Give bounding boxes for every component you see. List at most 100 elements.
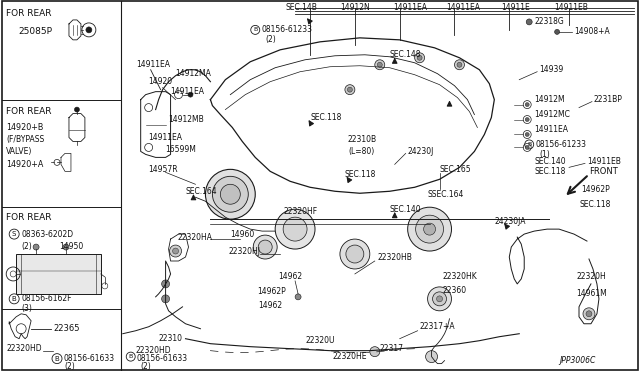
Text: 22317: 22317 (380, 344, 404, 353)
Circle shape (525, 132, 529, 137)
Circle shape (86, 27, 92, 33)
Text: 14962: 14962 (258, 301, 282, 310)
Text: 14911EA: 14911EA (136, 60, 170, 69)
Text: 2231BP: 2231BP (594, 95, 623, 104)
Circle shape (415, 215, 444, 243)
Text: 14962: 14962 (278, 272, 302, 282)
Circle shape (345, 85, 355, 94)
Circle shape (526, 19, 532, 25)
Text: 14961M: 14961M (576, 289, 607, 298)
Text: 24230JA: 24230JA (494, 217, 526, 226)
Text: 14911EA: 14911EA (148, 133, 182, 142)
Text: FOR REAR: FOR REAR (6, 213, 52, 222)
Circle shape (212, 176, 248, 212)
Text: SSEC.164: SSEC.164 (428, 190, 464, 199)
Circle shape (9, 229, 19, 239)
Circle shape (415, 53, 424, 63)
Text: (3): (3) (21, 304, 32, 313)
Text: 14911EB: 14911EB (587, 157, 621, 166)
Text: VALVE): VALVE) (6, 147, 33, 156)
Circle shape (33, 244, 39, 250)
Text: 22320H: 22320H (576, 272, 606, 282)
Text: 14962P: 14962P (257, 288, 286, 296)
Circle shape (188, 92, 193, 97)
Text: 08156-61233: 08156-61233 (535, 140, 586, 149)
Text: 22320U: 22320U (305, 336, 335, 345)
Text: 24230J: 24230J (408, 147, 434, 156)
Circle shape (283, 217, 307, 241)
Text: 22320HA: 22320HA (177, 232, 212, 241)
Circle shape (126, 352, 135, 361)
Text: 08156-61633: 08156-61633 (64, 354, 115, 363)
Circle shape (417, 55, 422, 60)
Circle shape (275, 209, 315, 249)
Text: 14920: 14920 (148, 77, 173, 86)
Circle shape (555, 29, 559, 34)
Circle shape (258, 240, 272, 254)
Text: SEC.118: SEC.118 (310, 113, 341, 122)
Circle shape (457, 62, 462, 67)
Text: (2): (2) (141, 362, 152, 371)
Circle shape (63, 244, 69, 250)
Circle shape (375, 60, 385, 70)
Circle shape (162, 280, 170, 288)
Text: SEC.148: SEC.148 (390, 50, 421, 59)
Text: 14911EA: 14911EA (447, 3, 481, 13)
Circle shape (173, 248, 179, 254)
Text: 14920+B: 14920+B (6, 123, 44, 132)
Circle shape (74, 107, 79, 112)
Text: 14912N: 14912N (340, 3, 370, 13)
Circle shape (162, 295, 170, 303)
Text: S: S (12, 231, 17, 237)
Text: 14957R: 14957R (148, 165, 179, 174)
Text: 08156-6162F: 08156-6162F (21, 294, 72, 303)
Circle shape (454, 60, 465, 70)
Text: (L=80): (L=80) (348, 147, 374, 156)
Circle shape (348, 87, 353, 92)
Circle shape (426, 351, 438, 363)
Text: FRONT: FRONT (589, 167, 618, 176)
Text: SEC.140: SEC.140 (390, 205, 421, 214)
Text: 25085P: 25085P (18, 28, 52, 36)
Circle shape (9, 294, 19, 304)
Circle shape (428, 287, 451, 311)
Text: 22310: 22310 (159, 334, 182, 343)
Text: 22320HE: 22320HE (333, 352, 367, 361)
Circle shape (378, 62, 382, 67)
Text: SEC.118: SEC.118 (579, 200, 611, 209)
Text: 22320HK: 22320HK (442, 272, 477, 282)
Text: 22320HJ: 22320HJ (228, 247, 260, 256)
Text: 14912MB: 14912MB (168, 115, 204, 124)
Text: 08156-61633: 08156-61633 (137, 354, 188, 363)
Text: 08156-61233: 08156-61233 (261, 25, 312, 34)
Text: SEC.118: SEC.118 (345, 170, 376, 179)
Text: 22320HB: 22320HB (378, 253, 413, 262)
Text: 16599M: 16599M (166, 145, 196, 154)
Text: 14950: 14950 (59, 241, 83, 251)
Text: 22320HD: 22320HD (6, 344, 42, 353)
Text: 14911E: 14911E (501, 3, 530, 13)
Circle shape (525, 118, 529, 122)
Text: (F/BYPASS: (F/BYPASS (6, 135, 44, 144)
Text: B: B (253, 28, 257, 32)
Circle shape (424, 223, 436, 235)
Text: 14939: 14939 (539, 65, 563, 74)
Text: 14908+A: 14908+A (574, 28, 610, 36)
Text: 14911EB: 14911EB (554, 3, 588, 13)
Circle shape (436, 296, 442, 302)
Text: (2): (2) (265, 35, 276, 44)
Text: SEC.165: SEC.165 (440, 165, 471, 174)
Text: B: B (54, 356, 60, 362)
Text: JPP3006C: JPP3006C (559, 356, 595, 365)
Circle shape (586, 311, 592, 317)
Text: B: B (129, 354, 133, 359)
Circle shape (170, 245, 182, 257)
Text: 14912MA: 14912MA (175, 69, 211, 78)
Text: SEC.118: SEC.118 (534, 167, 566, 176)
Text: 14911EA: 14911EA (171, 87, 205, 96)
Text: B: B (527, 142, 531, 147)
Circle shape (205, 169, 255, 219)
Text: 22318G: 22318G (534, 17, 564, 26)
Circle shape (253, 235, 277, 259)
Circle shape (525, 145, 529, 150)
